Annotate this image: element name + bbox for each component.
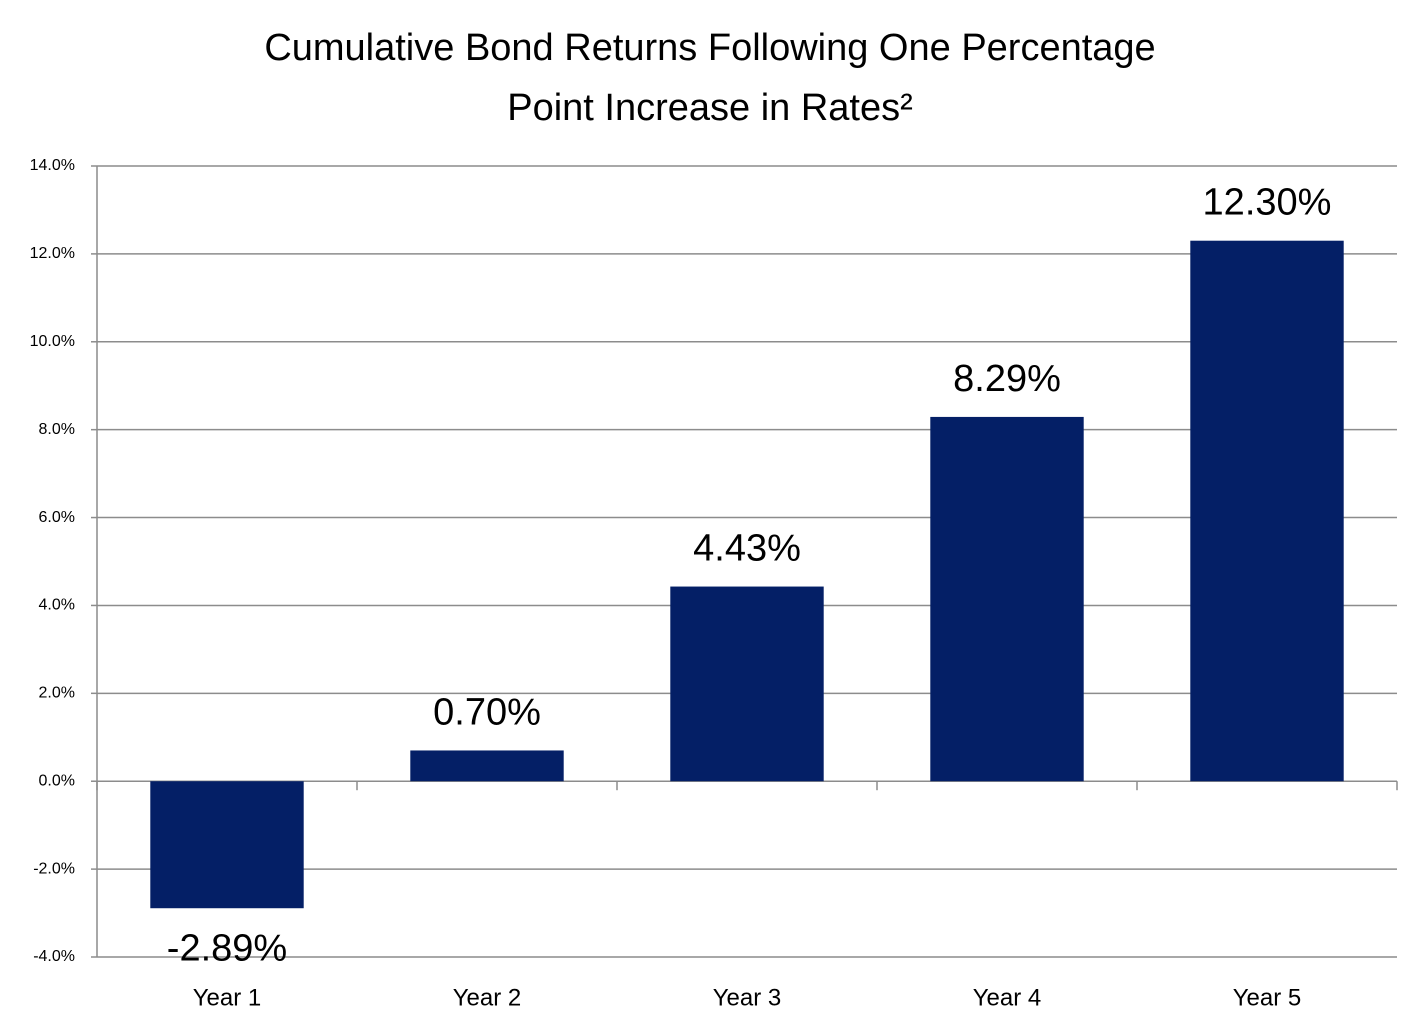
x-tick-label: Year 1 bbox=[193, 984, 262, 1011]
bar bbox=[670, 586, 824, 782]
y-tick-label: 8.0% bbox=[39, 421, 75, 438]
x-tick-label: Year 2 bbox=[453, 984, 522, 1011]
y-tick-label: 10.0% bbox=[30, 333, 75, 350]
bar bbox=[150, 781, 304, 909]
value-label: 4.43% bbox=[693, 528, 801, 570]
value-label: -2.89% bbox=[167, 927, 287, 969]
chart-title: Point Increase in Rates² bbox=[507, 87, 913, 129]
chart-title: Cumulative Bond Returns Following One Pe… bbox=[264, 27, 1155, 69]
bar bbox=[930, 416, 1084, 782]
y-tick-label: 6.0% bbox=[39, 509, 75, 526]
y-tick-label: 0.0% bbox=[39, 772, 75, 789]
value-label: 12.30% bbox=[1203, 182, 1332, 224]
x-tick-label: Year 3 bbox=[713, 984, 782, 1011]
y-tick-label: 12.0% bbox=[30, 245, 75, 262]
value-label: 0.70% bbox=[433, 691, 541, 733]
x-tick-label: Year 4 bbox=[973, 984, 1042, 1011]
bar bbox=[410, 750, 564, 782]
value-label: 8.29% bbox=[953, 358, 1061, 400]
y-tick-label: 4.0% bbox=[39, 597, 75, 614]
bar bbox=[1190, 240, 1344, 782]
x-tick-label: Year 5 bbox=[1233, 984, 1302, 1011]
y-tick-label: -4.0% bbox=[33, 948, 75, 965]
y-tick-label: 2.0% bbox=[39, 685, 75, 702]
y-tick-label: -2.0% bbox=[33, 860, 75, 877]
y-tick-label: 14.0% bbox=[30, 157, 75, 174]
